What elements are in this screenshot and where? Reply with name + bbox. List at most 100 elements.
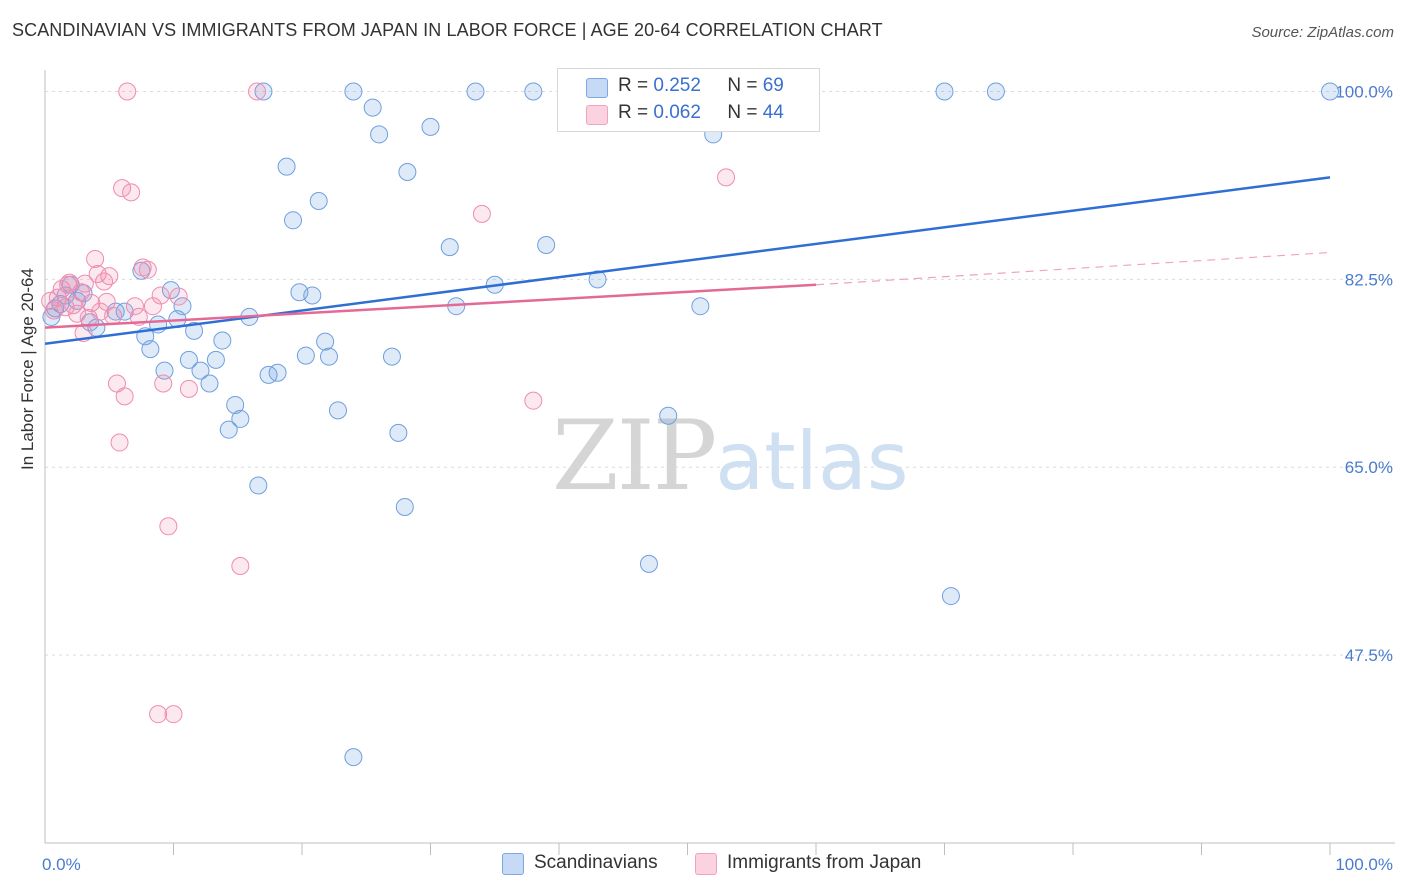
japan-trend-extension [815, 251, 1331, 286]
scandinavian-point [200, 374, 219, 393]
scandinavian-point [277, 157, 296, 176]
japan-point [118, 82, 137, 101]
scandinavian-point [115, 302, 134, 321]
watermark-zip: ZIP [552, 400, 717, 512]
scandinavian-point [395, 497, 414, 516]
scandinavian-point [141, 340, 160, 359]
japan-point [104, 306, 123, 325]
scandinavian-point [231, 409, 250, 428]
scandinavian-point [254, 82, 273, 101]
scandinavian-point [268, 363, 287, 382]
japan-point [164, 705, 183, 724]
scandinavian-point [440, 238, 459, 257]
scandinavian-point [639, 554, 658, 573]
scandinavian-point [296, 346, 315, 365]
y-tick-label: 100.0% [1335, 82, 1393, 101]
japan-point [149, 705, 168, 724]
japan-trend-line [44, 283, 817, 329]
japan-point [717, 168, 736, 187]
scandinavian-point [161, 281, 180, 300]
scandinavian-trend-line [44, 176, 1331, 346]
scandinavian-point [179, 350, 198, 369]
scandinavian-point [206, 350, 225, 369]
scandinavian-point [226, 395, 245, 414]
japan-point [113, 179, 132, 198]
scandinavian-point [213, 331, 232, 350]
scandinavian-point [524, 82, 543, 101]
scandinavian-point [421, 117, 440, 136]
scandinavian-point [659, 406, 678, 425]
scandinavian-point [537, 235, 556, 254]
legend-n-value: 69 [762, 75, 784, 96]
japan-point [56, 298, 75, 317]
scandinavian-point [284, 211, 303, 230]
watermark-atlas: atlas [715, 415, 909, 508]
stats-legend: R = 0.252 N = 69 R = 0.062 N = 44 [557, 68, 820, 132]
scandinavian-point [219, 420, 238, 439]
scandinavian-point [309, 191, 328, 210]
scandinavian-point [173, 297, 192, 316]
japan-point [138, 260, 157, 279]
japan-point [115, 387, 134, 406]
scandinavian-point [249, 476, 268, 495]
legend-n-label: N = [727, 102, 758, 123]
watermark: ZIPatlas [552, 400, 909, 512]
legend-swatch-pink [695, 853, 717, 875]
scandinavian-point [344, 748, 363, 767]
scandinavian-point [466, 82, 485, 101]
legend-swatch-blue [586, 78, 608, 98]
scandinavian-point [259, 365, 278, 384]
japan-point [110, 433, 129, 452]
y-tick-label: 82.5% [1345, 270, 1393, 289]
scandinavian-point [941, 587, 960, 606]
japan-point [524, 391, 543, 410]
scandinavian-point [1321, 82, 1339, 101]
y-tick-label: 47.5% [1345, 646, 1393, 665]
scandinavian-point [316, 332, 335, 351]
japan-point [88, 264, 107, 283]
japan-point [248, 82, 267, 101]
japan-point [179, 379, 198, 398]
scandinavian-point [303, 286, 322, 305]
legend-swatch-pink [586, 105, 608, 125]
legend-swatch-blue [502, 853, 524, 875]
scandinavian-point [588, 270, 607, 289]
scandinavian-point [398, 162, 417, 181]
legend-label: Scandinavians [534, 852, 658, 873]
japan-point [151, 286, 170, 305]
legend-n-value: 44 [762, 102, 784, 123]
legend-r-value: 0.062 [653, 102, 701, 123]
japan-point [159, 517, 178, 536]
legend-n-label: N = [727, 75, 758, 96]
scandinavian-point [363, 98, 382, 117]
japan-point [59, 275, 78, 294]
japan-point [122, 183, 141, 202]
x-tick-label: 100.0% [1335, 855, 1393, 874]
scandinavian-point [389, 423, 408, 442]
japan-point [231, 557, 250, 576]
japan-point [100, 267, 119, 286]
scandinavian-point [382, 347, 401, 366]
x-tick-label: 0.0% [42, 855, 81, 874]
japan-point [95, 272, 114, 291]
source-label: Source: ZipAtlas.com [1251, 24, 1394, 41]
japan-point [472, 204, 491, 223]
legend-r-value: 0.252 [653, 75, 701, 96]
japan-point [154, 374, 173, 393]
scandinavian-point [155, 361, 174, 380]
legend-r-label: R = [618, 75, 649, 96]
y-tick-label: 65.0% [1345, 458, 1393, 477]
japan-point [48, 288, 67, 307]
scandinavian-point [370, 125, 389, 144]
legend-r-label: R = [618, 102, 649, 123]
japan-point [169, 287, 188, 306]
scandinavian-point [935, 82, 954, 101]
legend-label: Immigrants from Japan [727, 852, 922, 873]
scandinavian-point [344, 82, 363, 101]
scandinavian-point [986, 82, 1005, 101]
scandinavian-point [185, 321, 204, 340]
scandinavian-point [691, 297, 710, 316]
chart-title: SCANDINAVIAN VS IMMIGRANTS FROM JAPAN IN… [12, 20, 883, 40]
scandinavian-point [328, 401, 347, 420]
